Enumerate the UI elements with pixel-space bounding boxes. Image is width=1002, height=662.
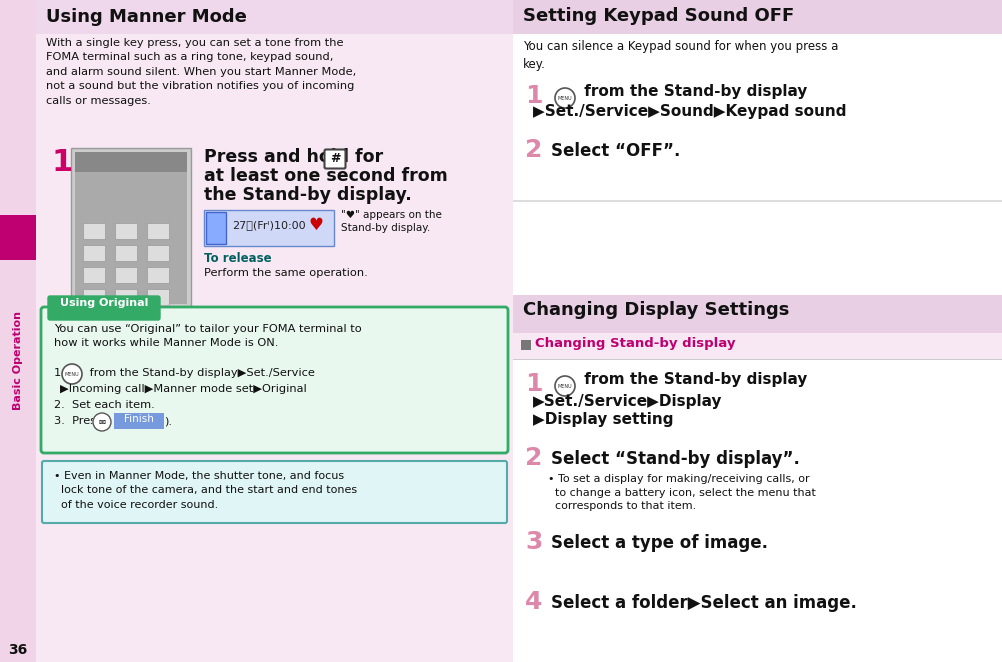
Bar xyxy=(512,200,1002,201)
Bar xyxy=(147,289,168,305)
Circle shape xyxy=(554,88,574,108)
Bar xyxy=(512,0,1002,662)
Text: ▶Display setting: ▶Display setting xyxy=(532,412,672,427)
Bar xyxy=(36,0,512,662)
Text: Using Original: Using Original xyxy=(60,298,148,308)
Bar xyxy=(83,267,105,283)
Bar xyxy=(147,267,168,283)
Bar xyxy=(36,0,512,34)
Text: 2: 2 xyxy=(524,138,542,162)
Text: the Stand-by display.: the Stand-by display. xyxy=(203,186,412,204)
FancyBboxPatch shape xyxy=(41,307,507,453)
Bar xyxy=(114,413,164,429)
Circle shape xyxy=(93,413,111,431)
Bar xyxy=(512,333,1002,359)
Text: 1: 1 xyxy=(524,372,542,396)
Bar xyxy=(83,245,105,261)
Bar xyxy=(115,223,137,239)
Bar xyxy=(520,340,530,350)
Text: ▶Incoming call▶Manner mode set▶Original: ▶Incoming call▶Manner mode set▶Original xyxy=(60,384,307,394)
Text: from the Stand-by display▶Set./Service: from the Stand-by display▶Set./Service xyxy=(86,368,315,378)
Text: #: # xyxy=(330,152,340,165)
Text: Press and hold: Press and hold xyxy=(203,148,349,166)
Bar xyxy=(83,289,105,305)
Bar xyxy=(512,359,1002,360)
FancyBboxPatch shape xyxy=(48,296,160,320)
Bar xyxy=(205,212,227,244)
Bar xyxy=(147,245,168,261)
Text: Changing Stand-by display: Changing Stand-by display xyxy=(534,337,734,350)
Bar xyxy=(205,212,225,244)
Text: You can use “Original” to tailor your FOMA terminal to
how it works while Manner: You can use “Original” to tailor your FO… xyxy=(54,324,362,348)
Bar xyxy=(512,295,1002,333)
Text: Select “Stand-by display”.: Select “Stand-by display”. xyxy=(550,450,799,468)
Circle shape xyxy=(62,364,82,384)
Bar xyxy=(115,267,137,283)
Text: Basic Operation: Basic Operation xyxy=(13,312,23,410)
Text: at least one second from: at least one second from xyxy=(203,167,447,185)
FancyBboxPatch shape xyxy=(42,461,506,523)
FancyBboxPatch shape xyxy=(325,150,345,169)
Text: ▶Set./Service▶Display: ▶Set./Service▶Display xyxy=(532,394,721,409)
Text: 3.  Press: 3. Press xyxy=(54,416,105,426)
Text: Select a folder▶Select an image.: Select a folder▶Select an image. xyxy=(550,594,856,612)
Text: 1: 1 xyxy=(52,148,73,177)
Text: • To set a display for making/receiving calls, or
  to change a battery icon, se: • To set a display for making/receiving … xyxy=(547,474,815,511)
Bar xyxy=(0,215,36,260)
Text: 2.  Set each item.: 2. Set each item. xyxy=(54,400,154,410)
Text: Select a type of image.: Select a type of image. xyxy=(550,534,768,552)
Bar xyxy=(75,152,186,172)
Bar xyxy=(115,289,137,305)
Text: To release: To release xyxy=(203,252,272,265)
Bar xyxy=(83,223,105,239)
Text: from the Stand-by display: from the Stand-by display xyxy=(578,84,807,99)
Text: MENU: MENU xyxy=(64,371,79,377)
Text: With a single key press, you can set a tone from the
FOMA terminal such as a rin: With a single key press, you can set a t… xyxy=(46,38,356,106)
Text: Select “OFF”.: Select “OFF”. xyxy=(550,142,679,160)
Text: • Even in Manner Mode, the shutter tone, and focus
  lock tone of the camera, an: • Even in Manner Mode, the shutter tone,… xyxy=(54,471,357,510)
Text: for: for xyxy=(349,148,383,166)
Bar xyxy=(203,210,334,246)
Text: Setting Keypad Sound OFF: Setting Keypad Sound OFF xyxy=(522,7,794,25)
Text: ▶Set./Service▶Sound▶Keypad sound: ▶Set./Service▶Sound▶Keypad sound xyxy=(532,104,846,119)
Text: Perform the same operation.: Perform the same operation. xyxy=(203,268,368,278)
Text: 1: 1 xyxy=(524,84,542,108)
Text: Using Manner Mode: Using Manner Mode xyxy=(46,8,246,26)
Text: 2: 2 xyxy=(524,446,542,470)
Text: 1.: 1. xyxy=(54,368,65,378)
Bar xyxy=(75,152,186,304)
Bar xyxy=(147,223,168,239)
Text: 4: 4 xyxy=(524,590,542,614)
Text: ).: ). xyxy=(164,416,171,426)
Text: "♥" appears on the
Stand-by display.: "♥" appears on the Stand-by display. xyxy=(341,210,442,233)
Text: MENU: MENU xyxy=(557,95,572,101)
Bar xyxy=(512,0,1002,34)
Bar xyxy=(71,148,190,308)
Text: ✉: ✉ xyxy=(98,418,105,426)
Text: MENU: MENU xyxy=(557,383,572,389)
Text: Changing Display Settings: Changing Display Settings xyxy=(522,301,789,319)
Bar xyxy=(115,245,137,261)
Text: Finish: Finish xyxy=(124,414,153,424)
Text: You can silence a Keypad sound for when you press a
key.: You can silence a Keypad sound for when … xyxy=(522,40,838,71)
Text: 27月(Frᴵ)10:00: 27月(Frᴵ)10:00 xyxy=(231,220,306,230)
Text: 3: 3 xyxy=(524,530,542,554)
Text: ♥: ♥ xyxy=(309,216,323,234)
Circle shape xyxy=(554,376,574,396)
Bar xyxy=(0,0,36,662)
Text: from the Stand-by display: from the Stand-by display xyxy=(578,372,807,387)
Text: 36: 36 xyxy=(8,643,28,657)
